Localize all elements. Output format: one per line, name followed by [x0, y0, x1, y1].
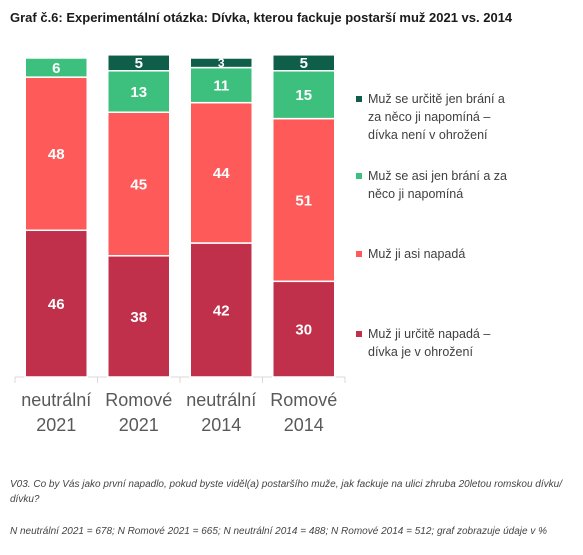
- data-label: 38: [130, 309, 147, 326]
- legend-label: Muž ji asi napadá: [368, 247, 465, 261]
- sample-size-note: N neutrální 2021 = 678; N Romové 2021 = …: [10, 526, 548, 537]
- bar-segment: [107, 54, 171, 72]
- data-label: 51: [295, 192, 312, 209]
- data-label: 5: [300, 55, 308, 72]
- legend-swatch: [356, 173, 362, 179]
- category-label: 2021: [119, 415, 159, 435]
- data-label: 30: [295, 322, 312, 339]
- legend-label: Muž se určitě jen brání a za něco ji napo…: [368, 92, 505, 142]
- bar-segment: [189, 242, 253, 378]
- bar-segment: [24, 229, 88, 378]
- data-label: 3: [218, 56, 225, 70]
- legend-label-line: za něco ji napomíná –: [368, 110, 490, 124]
- category-label: 2014: [284, 415, 324, 435]
- bar-segment: [189, 66, 253, 104]
- bar-segment: [24, 76, 88, 232]
- category-label: neutrální: [186, 390, 256, 410]
- data-label: 5: [135, 55, 143, 72]
- category-label: 2014: [201, 415, 241, 435]
- legend-label: Muž se asi jen brání a za něco ji napomín…: [368, 169, 507, 201]
- legend-label-line: něco ji napomíná: [368, 187, 463, 201]
- category-label: 2021: [36, 415, 76, 435]
- data-label: 13: [130, 84, 147, 101]
- data-label: 48: [48, 146, 65, 163]
- legend-label-line: dívka není v ohrožení: [368, 128, 488, 142]
- legend: Muž se určitě jen brání a za něco ji napo…: [356, 92, 507, 359]
- legend-swatch: [356, 331, 362, 337]
- bar-segment: [24, 57, 88, 78]
- category-label: Romové: [270, 390, 337, 410]
- category-label: Romové: [105, 390, 172, 410]
- chart-title: Graf č.6: Experimentální otázka: Dívka, …: [10, 10, 513, 25]
- data-label: 44: [213, 165, 230, 182]
- data-label: 42: [213, 302, 230, 319]
- bar-segment: [189, 101, 253, 244]
- legend-label-line: Muž ji určitě napadá –: [368, 327, 490, 341]
- data-label: 6: [52, 60, 60, 77]
- legend-swatch: [356, 251, 362, 257]
- legend-swatch: [356, 96, 362, 102]
- question-note: V03. Co by Vás jako první napadlo, pokud…: [10, 479, 562, 505]
- data-label: 46: [48, 296, 65, 313]
- data-label: 45: [130, 176, 147, 193]
- gridlines: [14, 376, 346, 383]
- bar-segment: [107, 111, 171, 257]
- bar-segment: [189, 57, 253, 69]
- data-labels: 46 48 6 38 45 13 5 42 44 11 3 30 51 15 5: [48, 55, 312, 338]
- category-labels: neutrální 2021 Romové 2021 neutrální 2014 Romo…: [21, 390, 337, 435]
- stacked-bar-chart: 46 48 6 38 45 13 5 42 44 11 3 30 51 15 5 neutrální 2021…: [14, 54, 507, 435]
- legend-label-line: Muž se asi jen brání a za: [368, 169, 507, 183]
- bar-segment: [272, 70, 336, 120]
- bar-segment: [272, 117, 336, 283]
- data-label: 11: [213, 78, 229, 95]
- legend-label: Muž ji určitě napadá – dívka je v ohrožen…: [368, 327, 490, 359]
- legend-label-line: dívka je v ohrožení: [368, 345, 473, 359]
- bar-segment: [272, 54, 336, 72]
- data-label: 15: [295, 87, 312, 104]
- category-label: neutrální: [21, 390, 91, 410]
- legend-label-line: Muž se určitě jen brání a: [368, 92, 505, 106]
- legend-label-line: Muž ji asi napadá: [368, 247, 465, 261]
- bar-segments: [24, 54, 336, 378]
